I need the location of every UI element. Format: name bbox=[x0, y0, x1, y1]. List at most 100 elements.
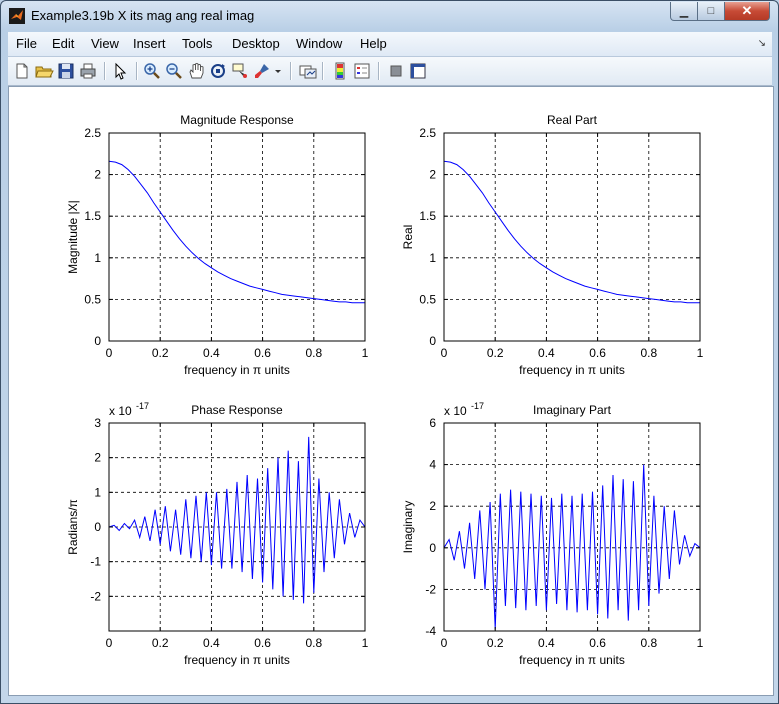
window-title: Example3.19b X its mag ang real imag bbox=[31, 8, 255, 23]
exponent-power: -17 bbox=[136, 401, 149, 411]
matlab-logo-icon bbox=[9, 8, 25, 24]
y-tick-label: 1 bbox=[94, 251, 101, 265]
axes-title: Imaginary Part bbox=[533, 403, 612, 417]
hide-plot-tools-icon[interactable] bbox=[386, 61, 406, 81]
legend-icon[interactable] bbox=[352, 61, 372, 81]
x-tick-label: 1 bbox=[697, 636, 704, 650]
x-tick-label: 0.8 bbox=[640, 346, 657, 360]
save-icon[interactable] bbox=[56, 61, 76, 81]
y-tick-label: 1 bbox=[94, 485, 101, 499]
zoom-out-icon[interactable] bbox=[164, 61, 184, 81]
data-cursor-icon[interactable] bbox=[230, 61, 250, 81]
axes-background bbox=[444, 133, 700, 341]
y-tick-label: 1.5 bbox=[419, 209, 436, 223]
x-tick-label: 0.2 bbox=[487, 346, 504, 360]
menu-tools[interactable]: Tools bbox=[182, 36, 213, 51]
x-tick-label: 0.2 bbox=[152, 346, 169, 360]
x-tick-label: 1 bbox=[362, 636, 369, 650]
x-tick-label: 0.8 bbox=[305, 636, 322, 650]
x-tick-label: 0.6 bbox=[254, 346, 271, 360]
x-tick-label: 0.4 bbox=[203, 636, 220, 650]
axes-title: Real Part bbox=[547, 113, 598, 127]
title-bar[interactable]: Example3.19b X its mag ang real imag ▁ □… bbox=[1, 1, 778, 31]
data-series-line bbox=[443, 160, 700, 304]
menu-insert[interactable]: Insert bbox=[133, 36, 166, 51]
subplot-imaginary-part: 0 0.2 0.4 0.6 0.8 1 -4 -2 0 2 4 6 Imaginary Part freq… bbox=[401, 401, 704, 667]
y-tick-label: 2 bbox=[94, 451, 101, 465]
minimize-button[interactable]: ▁ bbox=[670, 2, 698, 21]
y-tick-label: 0 bbox=[429, 334, 436, 348]
x-tick-label: 0 bbox=[106, 346, 113, 360]
exponent-label: x 10 bbox=[444, 404, 467, 418]
y-axis-label: Magnitude |X| bbox=[66, 200, 80, 274]
y-tick-label: 0 bbox=[94, 334, 101, 348]
dock-arrow-icon[interactable]: ↘ bbox=[757, 38, 766, 49]
menu-view[interactable]: View bbox=[91, 36, 119, 51]
y-tick-label: 2.5 bbox=[419, 126, 436, 140]
x-tick-label: 0.8 bbox=[640, 636, 657, 650]
y-tick-label: 1 bbox=[429, 251, 436, 265]
x-tick-label: 0.4 bbox=[538, 636, 555, 650]
y-tick-label: -1 bbox=[90, 555, 101, 569]
exponent-label: x 10 bbox=[109, 404, 132, 418]
y-tick-label: 2 bbox=[429, 168, 436, 182]
y-tick-label: 6 bbox=[429, 416, 436, 430]
print-icon[interactable] bbox=[78, 61, 98, 81]
menu-window[interactable]: Window bbox=[296, 36, 343, 51]
brush-dropdown-icon[interactable] bbox=[272, 61, 284, 81]
new-figure-icon[interactable] bbox=[12, 61, 32, 81]
y-axis-label: Imaginary bbox=[401, 501, 415, 554]
show-plot-tools-icon[interactable] bbox=[408, 61, 428, 81]
figure-toolbar bbox=[8, 57, 772, 86]
x-axis-label: frequency in π units bbox=[184, 363, 290, 377]
y-tick-label: 3 bbox=[94, 416, 101, 430]
x-tick-label: 0.2 bbox=[487, 636, 504, 650]
x-tick-label: 0.6 bbox=[254, 636, 271, 650]
axes-box bbox=[108, 132, 366, 342]
data-series-line bbox=[108, 436, 366, 604]
y-tick-label: -2 bbox=[425, 582, 436, 596]
close-button[interactable]: ✕ bbox=[724, 2, 770, 21]
subplots-svg: 0 0.2 0.4 0.6 0.8 1 0 0.5 1 1.5 2 2.5 Magnitude Resp… bbox=[66, 113, 704, 667]
y-axis-label: Real bbox=[401, 225, 415, 250]
x-tick-label: 0.2 bbox=[152, 636, 169, 650]
subplot-magnitude-response: 0 0.2 0.4 0.6 0.8 1 0 0.5 1 1.5 2 2.5 Magnitude Resp… bbox=[66, 113, 369, 377]
x-axis-label: frequency in π units bbox=[519, 653, 625, 667]
rotate-3d-icon[interactable] bbox=[208, 61, 228, 81]
x-tick-label: 0 bbox=[441, 346, 448, 360]
x-tick-label: 1 bbox=[697, 346, 704, 360]
x-tick-label: 1 bbox=[362, 346, 369, 360]
x-axis-label: frequency in π units bbox=[184, 653, 290, 667]
y-tick-label: -4 bbox=[425, 624, 436, 638]
link-plot-icon[interactable] bbox=[298, 61, 318, 81]
pan-hand-icon[interactable] bbox=[186, 61, 206, 81]
menu-bar: File Edit View Insert Tools Desktop Wind… bbox=[8, 32, 772, 57]
menu-help[interactable]: Help bbox=[360, 36, 387, 51]
y-tick-label: 0.5 bbox=[419, 292, 436, 306]
brush-icon[interactable] bbox=[252, 61, 272, 81]
data-series-line bbox=[443, 464, 701, 629]
maximize-button[interactable]: □ bbox=[697, 2, 725, 21]
x-tick-label: 0 bbox=[441, 636, 448, 650]
menu-file[interactable]: File bbox=[16, 36, 37, 51]
menu-desktop[interactable]: Desktop bbox=[232, 36, 280, 51]
open-file-icon[interactable] bbox=[34, 61, 54, 81]
axes-background bbox=[444, 423, 700, 631]
y-tick-label: 1.5 bbox=[84, 209, 101, 223]
exponent-power: -17 bbox=[471, 401, 484, 411]
y-tick-label: -2 bbox=[90, 589, 101, 603]
menu-edit[interactable]: Edit bbox=[52, 36, 75, 51]
y-tick-label: 2.5 bbox=[84, 126, 101, 140]
axes-box bbox=[443, 132, 701, 342]
subplot-phase-response: 0 0.2 0.4 0.6 0.8 1 -2 -1 0 1 2 3 Phase Response freq… bbox=[66, 401, 369, 667]
y-tick-label: 0 bbox=[94, 520, 101, 534]
x-tick-label: 0 bbox=[106, 636, 113, 650]
y-tick-label: 0 bbox=[429, 541, 436, 555]
y-tick-label: 2 bbox=[94, 168, 101, 182]
edit-plot-arrow-icon[interactable] bbox=[110, 61, 130, 81]
y-axis-label: Radians/π bbox=[66, 499, 80, 555]
colorbar-icon[interactable] bbox=[330, 61, 350, 81]
zoom-in-icon[interactable] bbox=[142, 61, 162, 81]
x-tick-label: 0.6 bbox=[589, 636, 606, 650]
